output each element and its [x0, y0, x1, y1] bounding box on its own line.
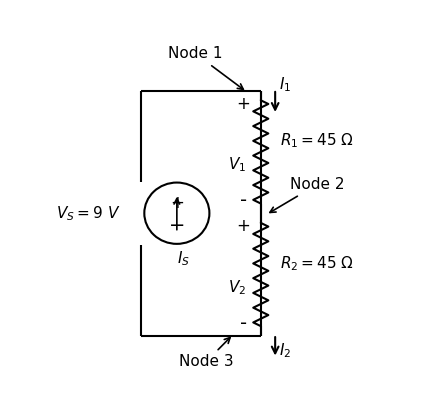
- Text: -: -: [240, 191, 247, 210]
- Text: $V_2$: $V_2$: [228, 278, 246, 297]
- Text: -: -: [240, 314, 247, 333]
- Text: −: −: [169, 216, 185, 235]
- Text: +: +: [237, 217, 251, 235]
- Text: $R_2 = 45\ \Omega$: $R_2 = 45\ \Omega$: [280, 254, 354, 273]
- Text: $R_1 = 45\ \Omega$: $R_1 = 45\ \Omega$: [280, 131, 354, 150]
- Text: $I_1$: $I_1$: [278, 75, 291, 94]
- Text: Node 2: Node 2: [270, 177, 344, 212]
- Text: +: +: [170, 194, 184, 212]
- Text: $V_1$: $V_1$: [228, 155, 246, 174]
- Text: $I_S$: $I_S$: [177, 249, 190, 268]
- Text: $V_S = 9\ V$: $V_S = 9\ V$: [56, 204, 120, 222]
- Text: +: +: [237, 95, 251, 113]
- Text: Node 3: Node 3: [179, 337, 233, 370]
- Text: $I_2$: $I_2$: [278, 341, 291, 360]
- Text: Node 1: Node 1: [168, 47, 244, 89]
